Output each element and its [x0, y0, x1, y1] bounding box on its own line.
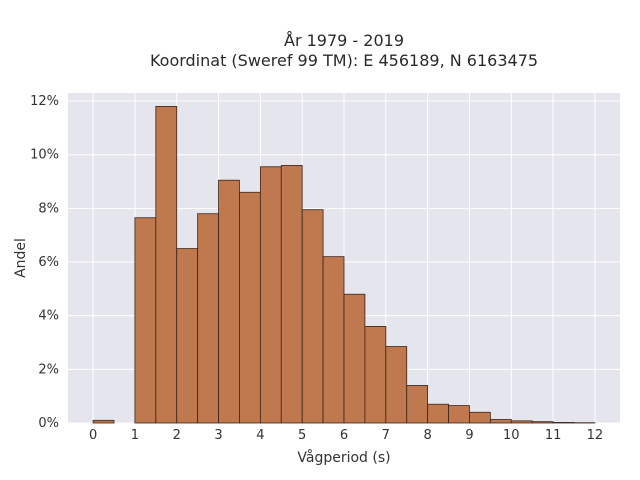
histogram-bar	[218, 179, 240, 424]
y-tick-labels: 0% 2% 4% 6% 8% 10% 12%	[30, 94, 59, 431]
histogram-bar	[176, 248, 199, 424]
y-tick-label: 8%	[38, 201, 59, 216]
histogram-bar	[489, 419, 512, 424]
y-tick-label: 6%	[38, 255, 59, 270]
y-tick-label: 4%	[38, 309, 59, 324]
x-tick-label: 8	[423, 428, 431, 443]
histogram-bar	[197, 213, 219, 424]
y-tick-label: 12%	[30, 94, 59, 109]
histogram-bar	[239, 191, 261, 424]
histogram-bar	[134, 217, 157, 424]
histogram-bar	[469, 411, 491, 424]
histogram-bar	[406, 385, 429, 424]
chart-title-line-2: Koordinat (Sweref 99 TM): E 456189, N 61…	[150, 51, 538, 70]
x-axis-label: Vågperiod (s)	[297, 449, 390, 466]
x-tick-label: 3	[214, 428, 222, 443]
x-tick-label: 5	[298, 428, 306, 443]
histogram-bar	[322, 256, 345, 424]
histogram-bar	[531, 421, 554, 424]
y-axis-label: Andel	[13, 238, 29, 278]
x-tick-label: 10	[503, 428, 520, 443]
x-tick-label: 7	[382, 428, 390, 443]
histogram-bar	[510, 420, 533, 424]
histogram-bar	[92, 419, 115, 424]
histogram-bar	[427, 403, 449, 424]
y-tick-label: 2%	[38, 362, 59, 377]
histogram-bar	[259, 166, 282, 424]
x-tick-label: 11	[545, 428, 562, 443]
x-tick-label: 1	[131, 428, 139, 443]
x-tick-label: 0	[89, 428, 97, 443]
histogram-bar	[364, 326, 387, 424]
x-tick-label: 2	[173, 428, 181, 443]
x-tick-label: 6	[340, 428, 348, 443]
histogram-bar	[448, 405, 470, 424]
histogram-bar	[385, 346, 408, 424]
y-tick-label: 10%	[30, 148, 59, 163]
x-tick-label: 12	[587, 428, 604, 443]
x-tick-label: 4	[256, 428, 264, 443]
x-tick-label: 9	[465, 428, 473, 443]
histogram-bar	[552, 422, 575, 424]
chart-title-line-1: År 1979 - 2019	[284, 31, 404, 50]
histogram-bar	[301, 209, 324, 424]
bars	[92, 106, 596, 424]
histogram-bar	[280, 165, 303, 424]
y-tick-label: 0%	[38, 416, 59, 431]
histogram-bar	[155, 106, 178, 424]
x-tick-labels: 0 1 2 3 4 5 6 7 8 9 10 11 12	[89, 428, 603, 443]
histogram-bar	[343, 293, 366, 424]
